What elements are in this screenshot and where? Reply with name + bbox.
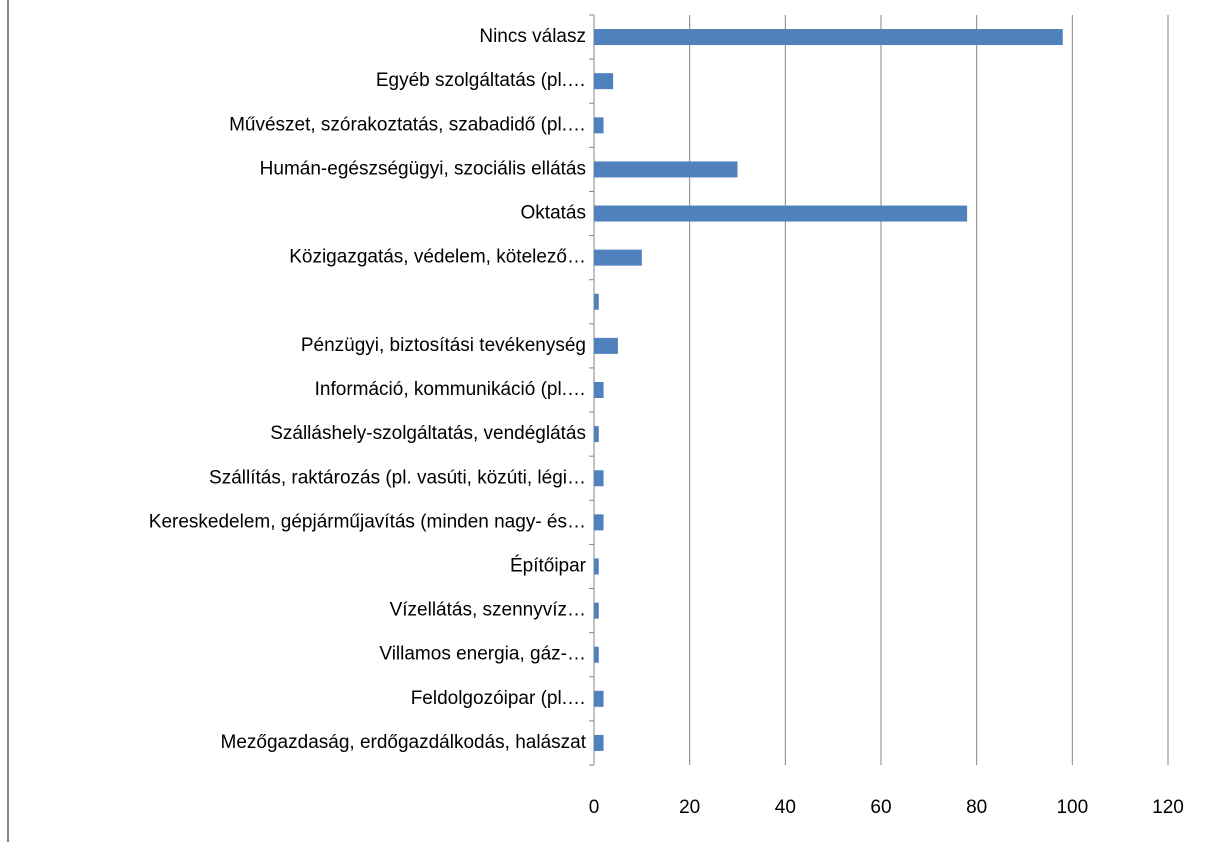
bar: [594, 337, 618, 354]
y-tick-label: Humán-egészségügyi, szociális ellátás: [260, 158, 586, 179]
bar: [594, 161, 738, 178]
bar: [594, 293, 599, 310]
y-tick-label: Szálláshely-szolgáltatás, vendéglátás: [270, 423, 586, 444]
y-tick-label: Kereskedelem, gépjárműjavítás (minden na…: [149, 511, 586, 532]
y-tick-label: Nincs válasz: [479, 26, 586, 47]
y-tick-label: Szállítás, raktározás (pl. vasúti, közút…: [209, 467, 586, 488]
bar: [594, 602, 599, 619]
y-tick-label: Feldolgozóipar (pl.…: [411, 688, 586, 709]
y-tick-label: Egyéb szolgáltatás (pl.…: [376, 70, 586, 91]
bar: [594, 470, 604, 487]
y-tick-label: Oktatás: [521, 203, 586, 224]
x-tick-label: 120: [1152, 797, 1184, 818]
y-tick-label: Villamos energia, gáz-…: [379, 644, 586, 665]
x-tick-label: 100: [1056, 797, 1088, 818]
x-tick-label: 20: [679, 797, 700, 818]
bar: [594, 690, 604, 707]
bar: [594, 205, 968, 222]
bar: [594, 426, 599, 443]
y-tick-label: Közigazgatás, védelem, kötelező…: [289, 247, 586, 268]
y-tick-label: Építőipar: [510, 555, 587, 576]
bar: [594, 646, 599, 663]
x-tick-label: 0: [589, 797, 600, 818]
x-tick-label: 60: [870, 797, 891, 818]
y-tick-label: Vízellátás, szennyvíz…: [390, 600, 586, 621]
y-tick-label: Mezőgazdaság, erdőgazdálkodás, halászat: [221, 732, 587, 753]
bar: [594, 29, 1063, 46]
bar: [594, 558, 599, 575]
bar: [594, 249, 642, 266]
bar: [594, 117, 604, 134]
y-tick-label: Művészet, szórakoztatás, szabadidő (pl.…: [229, 114, 586, 135]
y-tick-label: Pénzügyi, biztosítási tevékenység: [301, 335, 586, 356]
bar: [594, 382, 604, 398]
x-tick-label: 40: [775, 797, 796, 818]
bar: [594, 73, 614, 90]
y-tick-label: Információ, kommunikáció (pl.…: [315, 379, 586, 400]
bar: [594, 514, 604, 531]
bar: [594, 734, 604, 751]
x-tick-label: 80: [966, 797, 987, 818]
